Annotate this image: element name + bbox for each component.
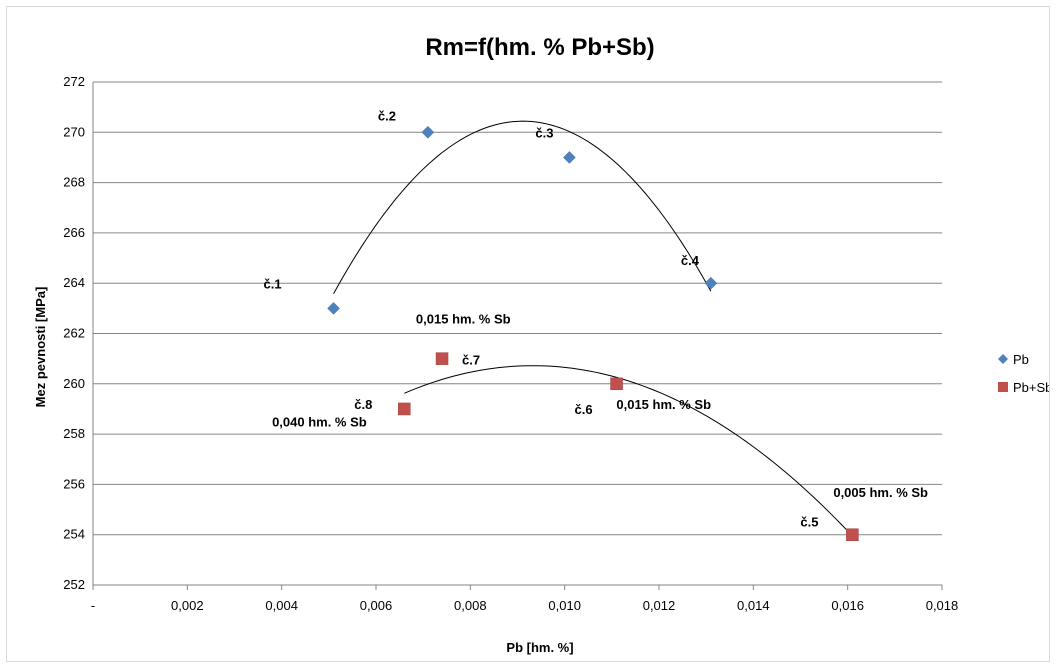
x-tick-label: 0,006 <box>360 598 393 613</box>
x-tick-label: 0,004 <box>265 598 298 613</box>
x-tick-label: 0,008 <box>454 598 487 613</box>
annotation-label: 0,015 hm. % Sb <box>416 311 511 326</box>
data-point-pb <box>328 302 340 314</box>
point-label: č.1 <box>264 276 282 291</box>
point-label: č.7 <box>462 353 480 368</box>
y-tick-label: 256 <box>63 476 85 491</box>
y-tick-label: 270 <box>63 124 85 139</box>
x-tick-labels: - 0,002 0,004 0,006 0,008 0,010 0,012 0,014 0,01… <box>91 598 958 613</box>
annotation-label: 0,015 hm. % Sb <box>616 397 711 412</box>
y-tick-label: 254 <box>63 527 85 542</box>
x-axis-title: Pb [hm. %] <box>506 640 573 655</box>
point-labels: č.1 č.2 č.3 č.4 č.5 č.6 č.7 č.8 <box>264 108 819 529</box>
y-tick-label: 266 <box>63 225 85 240</box>
legend-label: Pb+Sb <box>1013 380 1049 395</box>
annotation-label: 0,040 hm. % Sb <box>272 415 367 430</box>
data-point-pb-sb <box>846 529 858 541</box>
y-tick-labels: 252 254 256 258 260 262 264 266 268 270 272 <box>63 74 85 592</box>
chart-area: Rm=f(hm. % Pb+Sb) 252 254 256 258 260 262 264 2… <box>6 6 1050 662</box>
legend: Pb Pb+Sb <box>998 352 1049 395</box>
point-label: č.5 <box>800 515 818 530</box>
point-label: č.8 <box>354 397 372 412</box>
x-tick-label: 0,010 <box>548 598 581 613</box>
y-axis-title: Mez pevnosti [MPa] <box>33 287 48 408</box>
data-point-pb-sb <box>398 403 410 415</box>
y-tick-label: 252 <box>63 577 85 592</box>
point-label: č.2 <box>378 108 396 123</box>
chart-title: Rm=f(hm. % Pb+Sb) <box>425 34 654 61</box>
x-tick-label: 0,016 <box>831 598 864 613</box>
legend-marker-pb <box>998 354 1008 364</box>
x-tick-label: 0,012 <box>643 598 676 613</box>
gridlines <box>93 82 942 535</box>
legend-marker-pb-sb <box>998 382 1008 392</box>
x-tick-label: 0,018 <box>926 598 959 613</box>
trendline-pb-sb <box>404 366 852 536</box>
x-tick-label: 0,002 <box>171 598 204 613</box>
trendlines <box>334 121 853 536</box>
y-tick-label: 260 <box>63 376 85 391</box>
annotation-label: 0,005 hm. % Sb <box>833 485 928 500</box>
x-tick-label: - <box>91 598 95 613</box>
point-label: č.4 <box>681 253 700 268</box>
y-tick-label: 262 <box>63 326 85 341</box>
scatter-chart: Rm=f(hm. % Pb+Sb) 2522542562582602622642… <box>7 7 1049 661</box>
y-tick-label: 264 <box>63 275 85 290</box>
y-tick-label: 268 <box>63 175 85 190</box>
y-tick-label: 258 <box>63 426 85 441</box>
data-point-pb <box>422 126 434 138</box>
x-tick-label: 0,014 <box>737 598 770 613</box>
data-point-pb <box>705 277 717 289</box>
data-point-pb-sb <box>436 353 448 365</box>
point-label: č.3 <box>535 125 553 140</box>
data-point-pb <box>563 151 575 163</box>
trendline-pb <box>334 121 711 294</box>
point-label: č.6 <box>575 402 593 417</box>
legend-label: Pb <box>1013 352 1029 367</box>
data-point-pb-sb <box>611 378 623 390</box>
y-tick-label: 272 <box>63 74 85 89</box>
